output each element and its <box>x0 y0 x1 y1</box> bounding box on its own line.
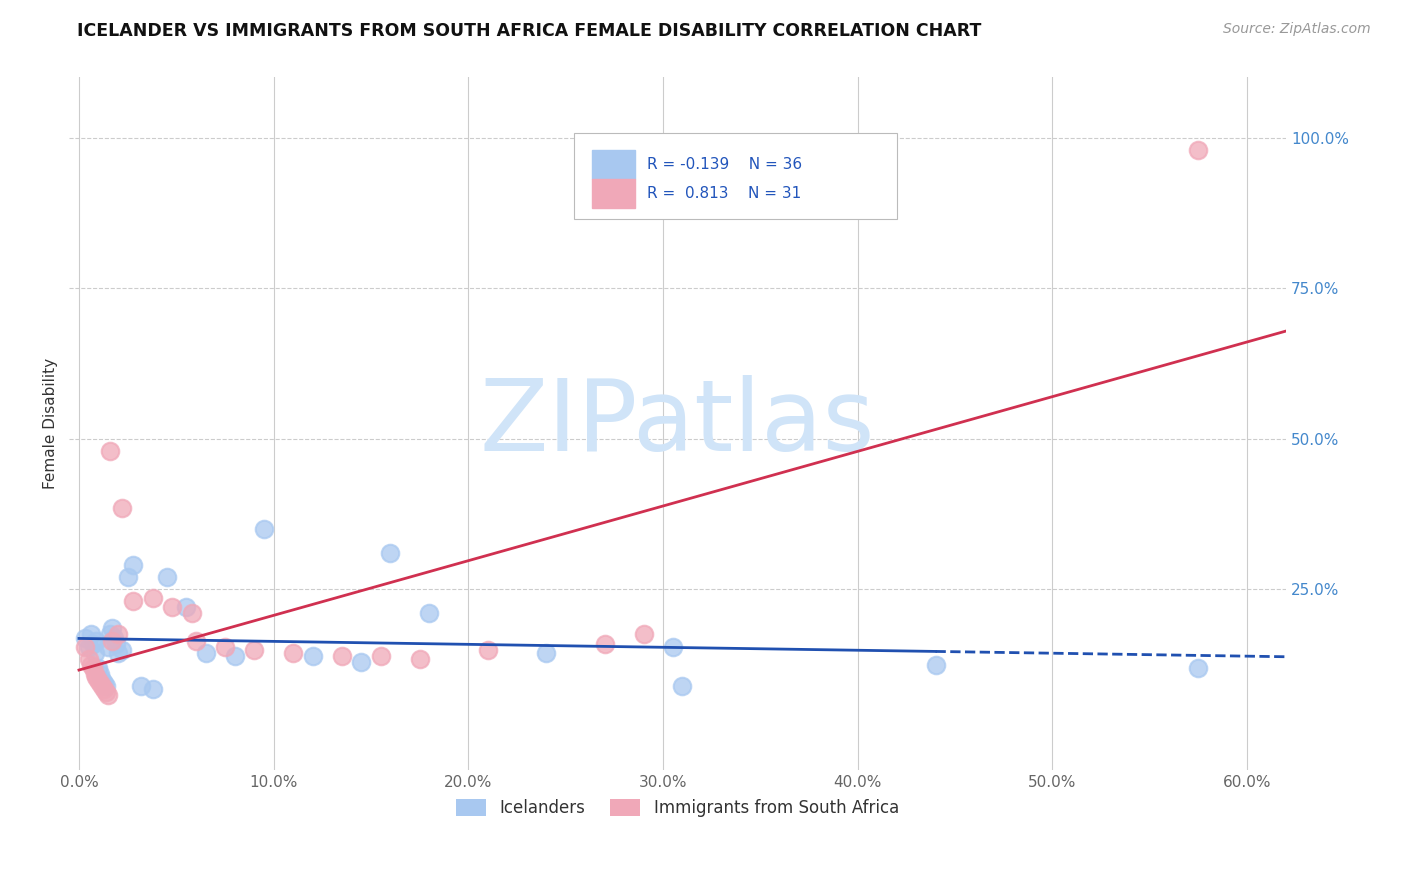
Text: R =  0.813    N = 31: R = 0.813 N = 31 <box>647 186 801 201</box>
Point <box>89 675 111 690</box>
Bar <box>592 178 636 208</box>
Point <box>96 679 118 693</box>
Point <box>408 651 430 665</box>
Point <box>98 627 121 641</box>
Point <box>98 443 121 458</box>
Point <box>107 627 129 641</box>
Point <box>103 631 125 645</box>
Point <box>86 670 108 684</box>
Point <box>477 642 499 657</box>
Point <box>180 607 202 621</box>
Text: Source: ZipAtlas.com: Source: ZipAtlas.com <box>1223 22 1371 37</box>
Point <box>86 633 108 648</box>
Legend: Icelanders, Immigrants from South Africa: Icelanders, Immigrants from South Africa <box>450 792 905 824</box>
Point <box>253 522 276 536</box>
Point <box>671 679 693 693</box>
Point <box>534 646 557 660</box>
Point <box>111 501 134 516</box>
Point <box>380 546 402 560</box>
Point <box>593 636 616 650</box>
Point <box>91 673 114 687</box>
Point <box>184 633 207 648</box>
Point <box>101 633 124 648</box>
Y-axis label: Female Disability: Female Disability <box>44 359 58 490</box>
Point <box>93 681 115 696</box>
Point <box>243 642 266 657</box>
Point <box>155 570 177 584</box>
Point <box>73 631 96 645</box>
Text: ZIPatlas: ZIPatlas <box>479 376 876 472</box>
Point <box>93 675 115 690</box>
Point <box>1187 660 1209 674</box>
Point <box>97 688 120 702</box>
Point <box>174 600 197 615</box>
Point <box>111 642 134 657</box>
Text: R = -0.139    N = 36: R = -0.139 N = 36 <box>647 157 803 172</box>
Point <box>301 648 323 663</box>
Point <box>91 679 114 693</box>
Point <box>87 660 110 674</box>
Point <box>89 666 111 681</box>
Point <box>162 600 184 615</box>
Point <box>83 666 105 681</box>
Point <box>122 594 145 608</box>
Point <box>107 646 129 660</box>
Point <box>224 648 246 663</box>
Point <box>214 640 236 654</box>
Point <box>79 627 101 641</box>
Point <box>104 636 127 650</box>
FancyBboxPatch shape <box>574 133 897 219</box>
Point <box>87 673 110 687</box>
Point <box>117 570 139 584</box>
Point <box>661 640 683 654</box>
Point <box>924 657 946 672</box>
Point <box>82 636 104 650</box>
Point <box>194 646 217 660</box>
Point <box>101 622 124 636</box>
Point <box>1187 143 1209 157</box>
Bar <box>592 150 636 179</box>
Point <box>77 651 100 665</box>
Point <box>83 646 105 660</box>
Point <box>281 646 304 660</box>
Point <box>330 648 353 663</box>
Text: ICELANDER VS IMMIGRANTS FROM SOUTH AFRICA FEMALE DISABILITY CORRELATION CHART: ICELANDER VS IMMIGRANTS FROM SOUTH AFRIC… <box>77 22 981 40</box>
Point <box>350 655 373 669</box>
Point <box>73 640 96 654</box>
Point <box>97 640 120 654</box>
Point <box>418 607 440 621</box>
Point <box>77 640 100 654</box>
Point <box>142 681 165 696</box>
Point <box>96 684 118 698</box>
Point <box>633 627 655 641</box>
Point <box>370 648 392 663</box>
Point <box>122 558 145 573</box>
Point <box>142 591 165 606</box>
Point <box>82 660 104 674</box>
Point <box>79 657 101 672</box>
Point <box>129 679 152 693</box>
